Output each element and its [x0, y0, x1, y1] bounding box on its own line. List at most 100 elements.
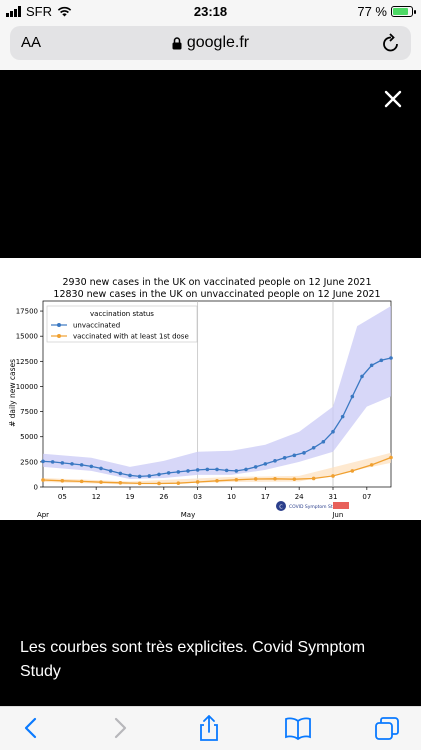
legend-entry-vaccinated: vaccinated with at least 1st dose [73, 333, 189, 341]
data-point [118, 480, 123, 485]
data-point [157, 481, 161, 486]
data-point [379, 358, 384, 363]
wifi-icon [57, 6, 72, 17]
data-point [292, 477, 297, 481]
data-point [137, 481, 142, 486]
x-tick-label: 26 [159, 493, 168, 501]
chart-title-line1: 2930 new cases in the UK on vaccinated p… [62, 277, 371, 288]
chart: 2930 new cases in the UK on vaccinated p… [8, 277, 393, 528]
data-point [128, 473, 132, 478]
data-point [147, 474, 152, 478]
x-tick-label: 19 [126, 493, 135, 501]
y-tick-label: 15000 [16, 333, 38, 341]
signal-icon [6, 6, 21, 17]
data-point [360, 374, 364, 379]
month-label: Jun [331, 511, 343, 519]
data-point [186, 469, 190, 473]
data-point [311, 476, 316, 481]
data-point [273, 476, 277, 481]
x-tick-label: 03 [193, 493, 202, 501]
address-bar[interactable]: AA google.fr [10, 26, 411, 60]
y-tick-label: 7500 [20, 408, 38, 416]
data-point [340, 414, 345, 419]
data-point [79, 463, 84, 467]
data-point [224, 468, 229, 473]
legend-marker-vaccinated [57, 334, 61, 338]
bottom-toolbar [0, 706, 421, 750]
data-point [369, 363, 374, 368]
clock: 23:18 [193, 4, 228, 19]
y-axis-label: # daily new cases [8, 359, 17, 427]
data-point [282, 456, 287, 460]
browser-address-area: AA google.fr [0, 24, 421, 70]
data-point [263, 462, 268, 466]
status-bar: SFR 23:18 77 % [0, 0, 421, 24]
bookmarks-icon[interactable] [283, 715, 313, 741]
data-point [244, 467, 248, 472]
tabs-icon[interactable] [372, 715, 402, 741]
domain-label: google.fr [186, 34, 250, 51]
svg-text:C: C [279, 505, 283, 511]
text-size-button[interactable]: AA [21, 34, 42, 51]
x-tick-label: 31 [329, 493, 338, 501]
x-tick-label: 10 [227, 493, 236, 501]
data-point [311, 445, 316, 450]
battery-icon [391, 6, 416, 17]
confidence-band-1 [43, 452, 391, 485]
data-point [195, 480, 200, 484]
y-tick-label: 10000 [16, 383, 38, 391]
data-point [292, 453, 297, 458]
y-tick-label: 17500 [16, 308, 38, 316]
y-tick-label: 12500 [16, 358, 38, 366]
watermark-text: COVID Symptom Study [289, 504, 341, 510]
x-tick-label: 07 [362, 493, 371, 501]
address-domain[interactable]: google.fr [10, 34, 411, 52]
data-point [166, 471, 171, 475]
data-point [215, 478, 219, 483]
x-tick-label: 24 [295, 493, 304, 501]
data-point [350, 394, 355, 399]
data-point [331, 429, 335, 434]
data-point [137, 474, 142, 479]
reload-icon[interactable] [381, 32, 401, 54]
data-point [234, 477, 239, 482]
data-point [331, 474, 335, 478]
data-point [70, 462, 74, 466]
data-point [108, 469, 113, 473]
battery-area: 77 % [357, 4, 416, 19]
close-icon[interactable] [382, 88, 404, 110]
lock-icon [172, 36, 182, 49]
data-point [302, 451, 306, 455]
data-point [253, 477, 258, 481]
data-point [50, 460, 55, 464]
data-point [176, 481, 181, 485]
data-point [195, 468, 200, 472]
data-point [99, 466, 103, 471]
data-point [41, 459, 45, 464]
y-tick-label: 5000 [20, 433, 38, 441]
data-point [99, 480, 103, 484]
image-caption: Les courbes sont très explicites. Covid … [20, 639, 366, 680]
data-point [350, 469, 355, 473]
watermark-logo: C COVID Symptom Study [276, 501, 349, 511]
data-point [215, 467, 219, 472]
data-point [60, 478, 65, 483]
data-point [157, 472, 161, 477]
legend-entry-unvaccinated: unvaccinated [73, 322, 120, 330]
chart-image[interactable]: 2930 new cases in the UK on vaccinated p… [0, 258, 421, 528]
battery-percent: 77 % [357, 4, 387, 19]
back-icon[interactable] [16, 715, 46, 741]
share-icon[interactable] [194, 715, 224, 741]
data-point [234, 469, 239, 473]
data-point [79, 479, 84, 484]
legend-marker-unvaccinated [57, 323, 61, 327]
data-point [253, 465, 258, 469]
data-point [369, 463, 374, 467]
data-point [389, 356, 393, 360]
y-tick-label: 2500 [20, 458, 38, 466]
chart-title-line2: 12830 new cases in the UK on unvaccinate… [53, 289, 380, 300]
data-point [176, 470, 181, 474]
month-label: May [181, 511, 195, 519]
x-tick-label: 17 [261, 493, 270, 501]
forward-icon[interactable] [105, 715, 135, 741]
